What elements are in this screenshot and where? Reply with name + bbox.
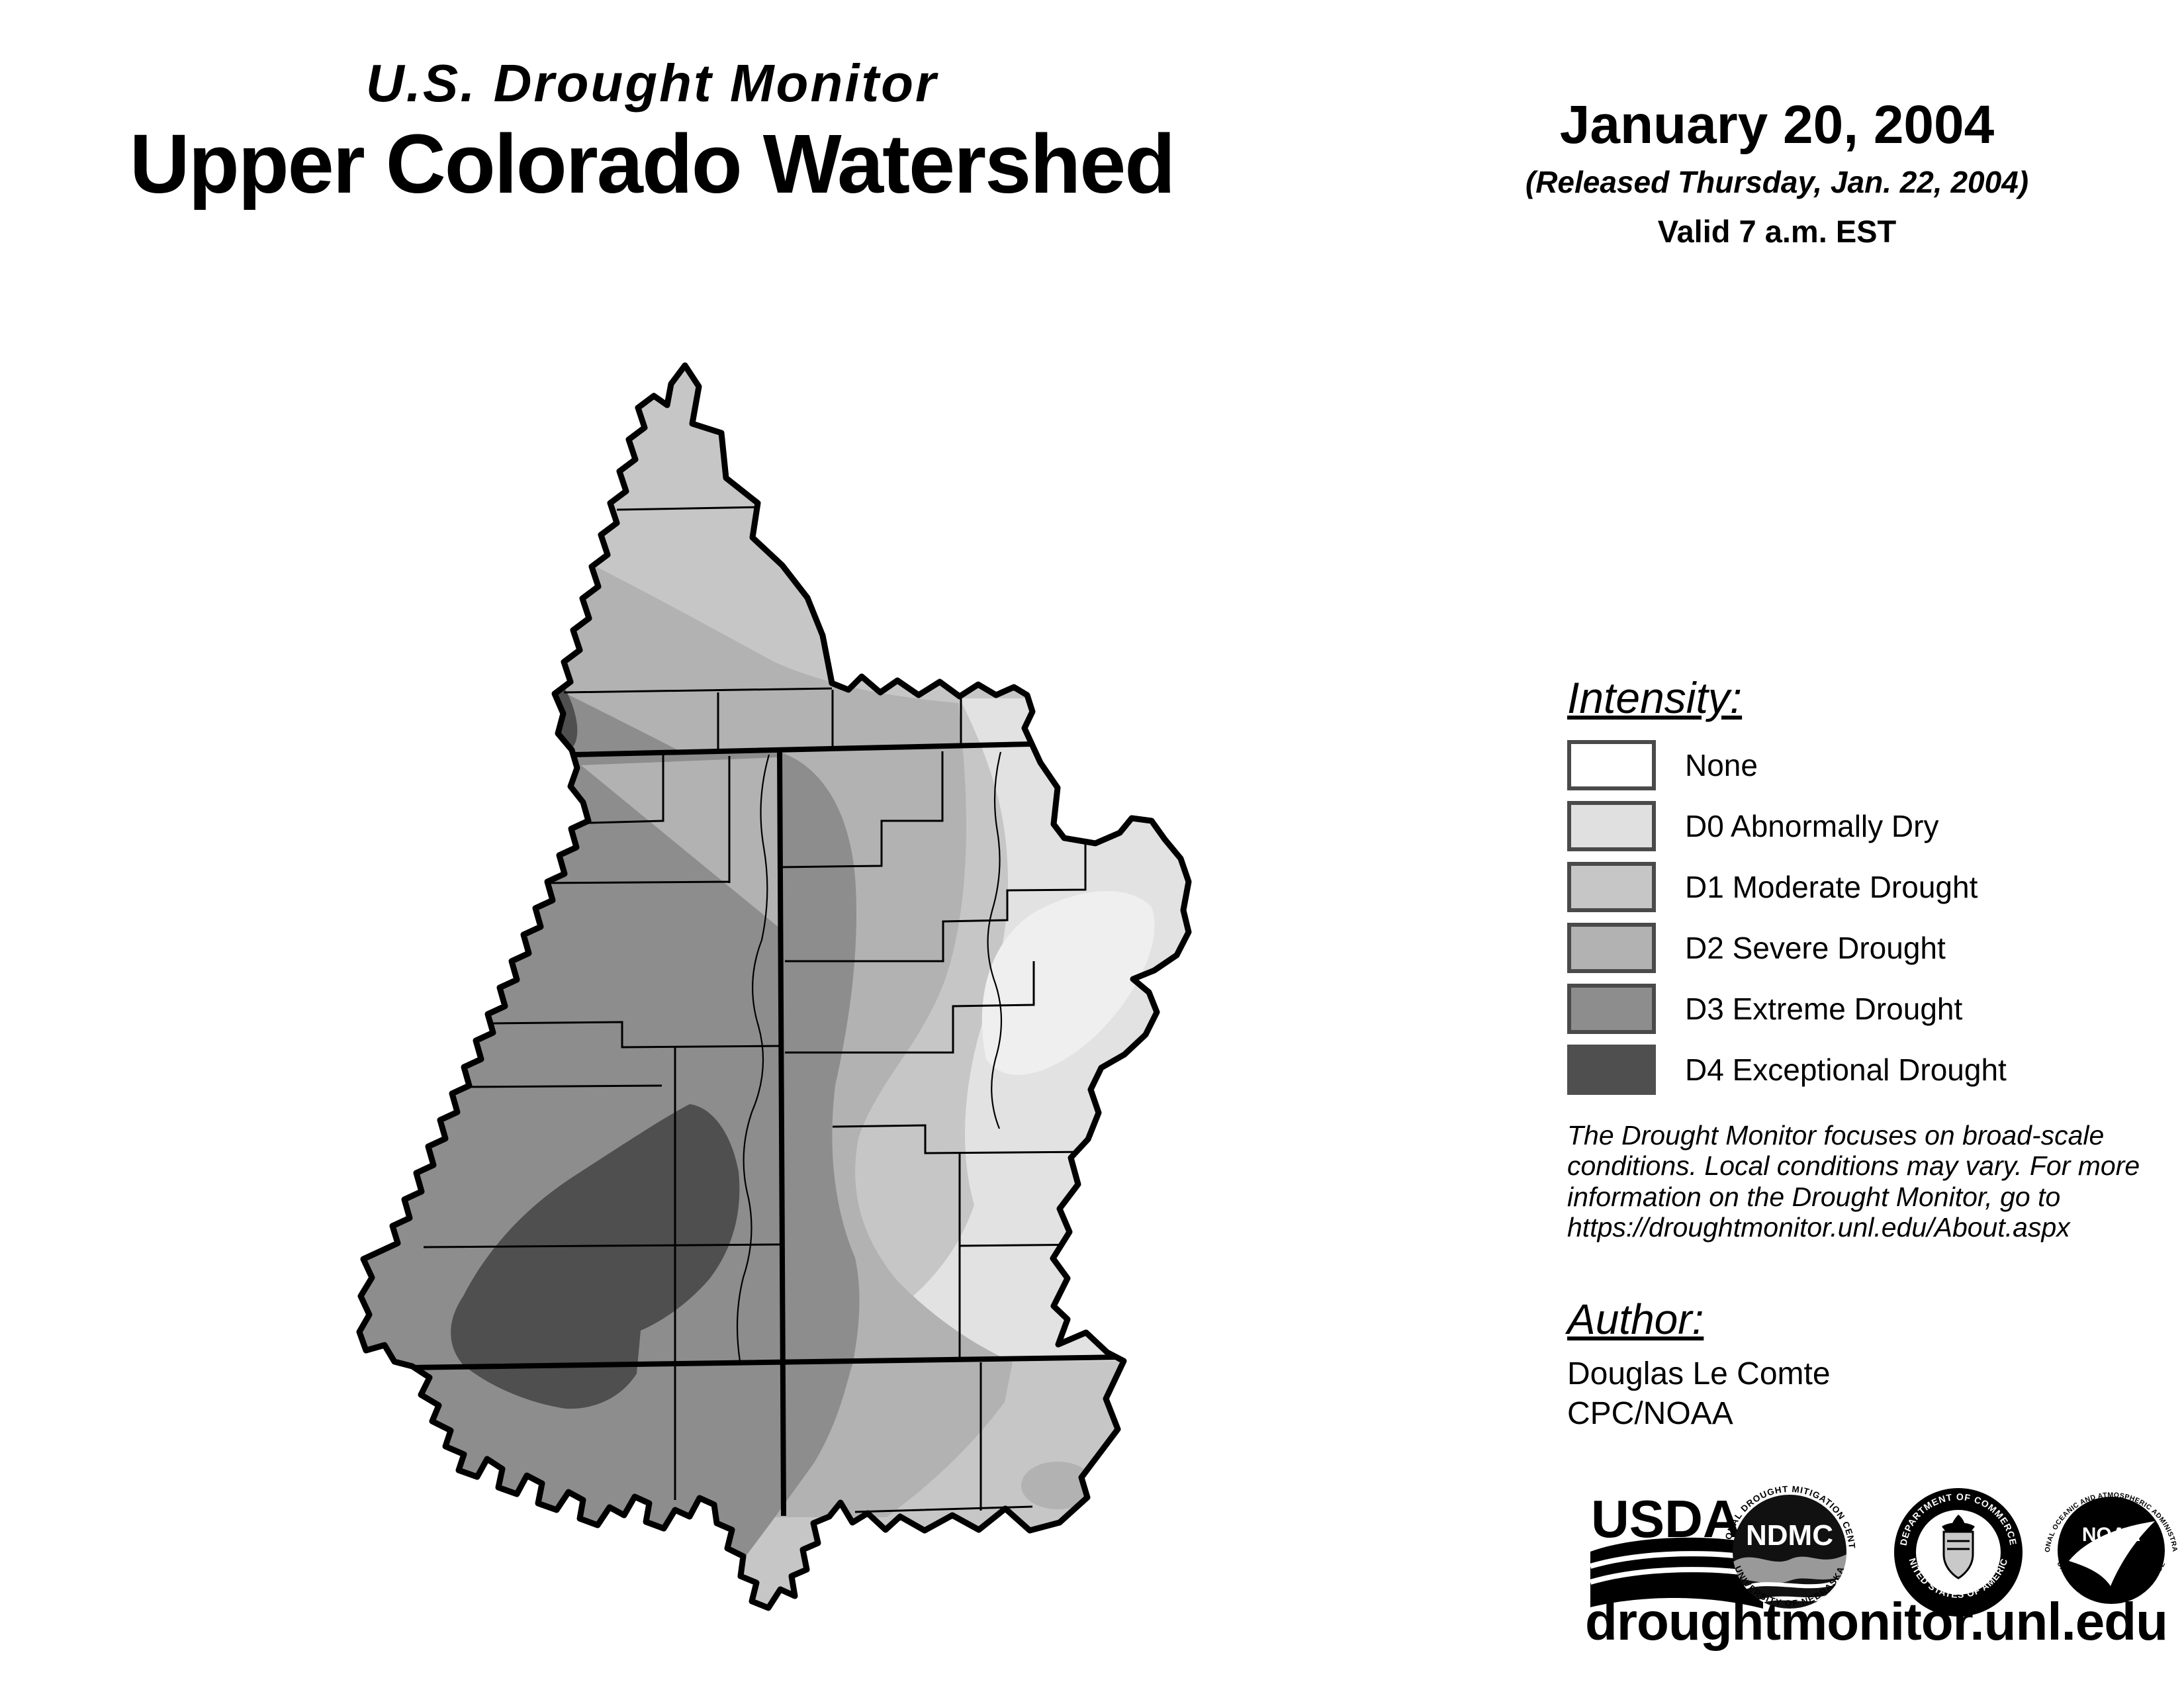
legend-label: None	[1685, 748, 1758, 782]
legend: Intensity: None D0 Abnormally Dry D1 Mod…	[1567, 673, 2163, 1105]
noaa-bird	[2069, 1521, 2155, 1586]
none-swatch	[1567, 740, 1656, 790]
legend-label: D3 Extreme Drought	[1685, 992, 1963, 1026]
state-border-lines	[411, 741, 1126, 1517]
legend-row-d2: D2 Severe Drought	[1567, 923, 2163, 973]
legend-row-d4: D4 Exceptional Drought	[1567, 1045, 2163, 1095]
d2-swatch	[1567, 923, 1656, 973]
d4-exceptional-region	[451, 1104, 740, 1409]
author-heading: Author:	[1567, 1295, 1704, 1343]
page-title: U.S. Drought Monitor	[365, 54, 938, 113]
watershed-boundary	[356, 362, 1192, 1611]
usda-logo: USDA	[1589, 1495, 1764, 1609]
page-subtitle: Upper Colorado Watershed	[129, 117, 1176, 211]
noaa-logo-text: NOAA	[2082, 1524, 2140, 1546]
d1-swatch	[1567, 862, 1656, 912]
ndmc-logo-text: NDMC	[1746, 1519, 1833, 1552]
released-date: (Released Thursday, Jan. 22, 2004)	[1525, 165, 2029, 199]
author-block: Douglas Le Comte CPC/NOAA	[1567, 1354, 1831, 1434]
author-org: CPC/NOAA	[1567, 1396, 1733, 1431]
river-lines	[736, 751, 1003, 1362]
ndmc-wave-band	[1733, 1554, 1846, 1583]
date-block: January 20, 2004 (Released Thursday, Jan…	[1463, 95, 2091, 249]
valid-time: Valid 7 a.m. EST	[1657, 214, 1897, 249]
commerce-shield	[1942, 1530, 1974, 1579]
legend-row-d1: D1 Moderate Drought	[1567, 862, 2163, 912]
author-name: Douglas Le Comte	[1567, 1356, 1831, 1391]
d4-swatch	[1567, 1045, 1656, 1095]
ndmc-wave-line	[1735, 1576, 1845, 1593]
legend-heading: Intensity:	[1567, 673, 1743, 722]
legend-label: D2 Severe Drought	[1685, 931, 1946, 965]
d3-swatch	[1567, 984, 1656, 1034]
legend-label: D4 Exceptional Drought	[1685, 1053, 2007, 1087]
logos-row: USDA NDMC NATIONAL DROUGHT MITIGATION CE…	[1582, 1475, 2184, 1627]
legend-label: D1 Moderate Drought	[1685, 870, 1978, 904]
legend-row-d0: D0 Abnormally Dry	[1567, 801, 2163, 851]
noaa-logo: NOAA NATIONAL OCEANIC AND ATMOSPHERIC AD…	[2041, 1480, 2179, 1604]
disclaimer-line: https://droughtmonitor.unl.edu/About.asp…	[1567, 1211, 2070, 1243]
legend-row-d3: D3 Extreme Drought	[1567, 984, 2163, 1034]
d2-spot-east	[1088, 1262, 1136, 1299]
ndmc-logo: NDMC NATIONAL DROUGHT MITIGATION CENTER …	[1713, 1475, 1856, 1609]
legend-row-none: None	[1567, 740, 2163, 790]
commerce-shield-lines	[1947, 1540, 1970, 1550]
legend-label: D0 Abnormally Dry	[1685, 809, 1939, 843]
d2-spot-southeast	[1021, 1462, 1094, 1509]
commerce-seal: DEPARTMENT OF COMMERCE UNITED STATES OF …	[1891, 1485, 2023, 1617]
map-date: January 20, 2004	[1559, 95, 1995, 155]
disclaimer-line: conditions. Local conditions may vary. F…	[1567, 1150, 2140, 1182]
header-title-block: U.S. Drought Monitor Upper Colorado Wate…	[60, 56, 1244, 208]
county-lines	[423, 506, 1096, 1513]
d0-swatch	[1567, 801, 1656, 851]
site-url: droughtmonitor.unl.edu	[1584, 1592, 2168, 1651]
disclaimer-line: information on the Drought Monitor, go t…	[1567, 1181, 2061, 1212]
commerce-eagle-wings	[1942, 1523, 1975, 1532]
disclaimer-line: The Drought Monitor focuses on broad-sca…	[1567, 1120, 2105, 1150]
disclaimer-text: The Drought Monitor focuses on broad-sca…	[1567, 1120, 2184, 1243]
none-region	[981, 891, 1155, 1075]
